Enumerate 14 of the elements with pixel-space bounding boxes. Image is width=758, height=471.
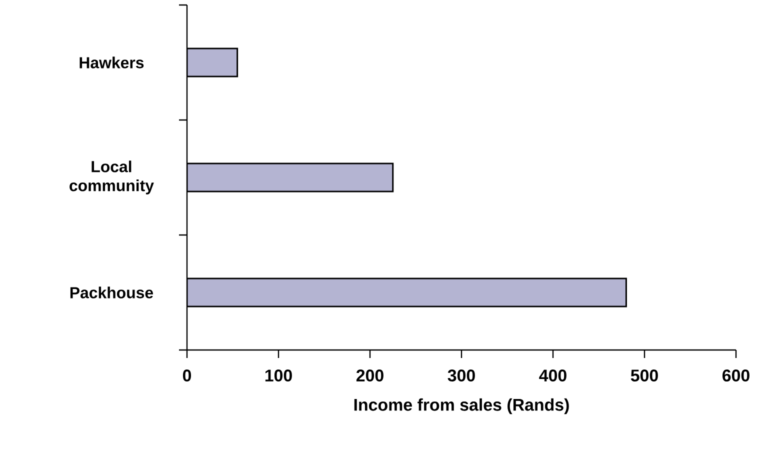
- x-axis-title: Income from sales (Rands): [354, 398, 569, 414]
- x-tick-label: 500: [630, 370, 658, 382]
- x-tick-label: 300: [448, 370, 475, 382]
- y-tick-label: Hawkers: [80, 56, 144, 68]
- x-tick-label: 400: [539, 370, 566, 382]
- x-tick-label: 600: [722, 370, 750, 382]
- x-tick-label: 100: [265, 370, 292, 382]
- x-tick-label: 0: [182, 370, 192, 382]
- y-tick-label: Local community: [70, 160, 154, 194]
- x-tick-label: 200: [356, 370, 384, 382]
- bar: [187, 48, 238, 78]
- bar: [187, 162, 394, 192]
- bar: [187, 278, 627, 308]
- y-tick-label: Packhouse: [70, 286, 154, 298]
